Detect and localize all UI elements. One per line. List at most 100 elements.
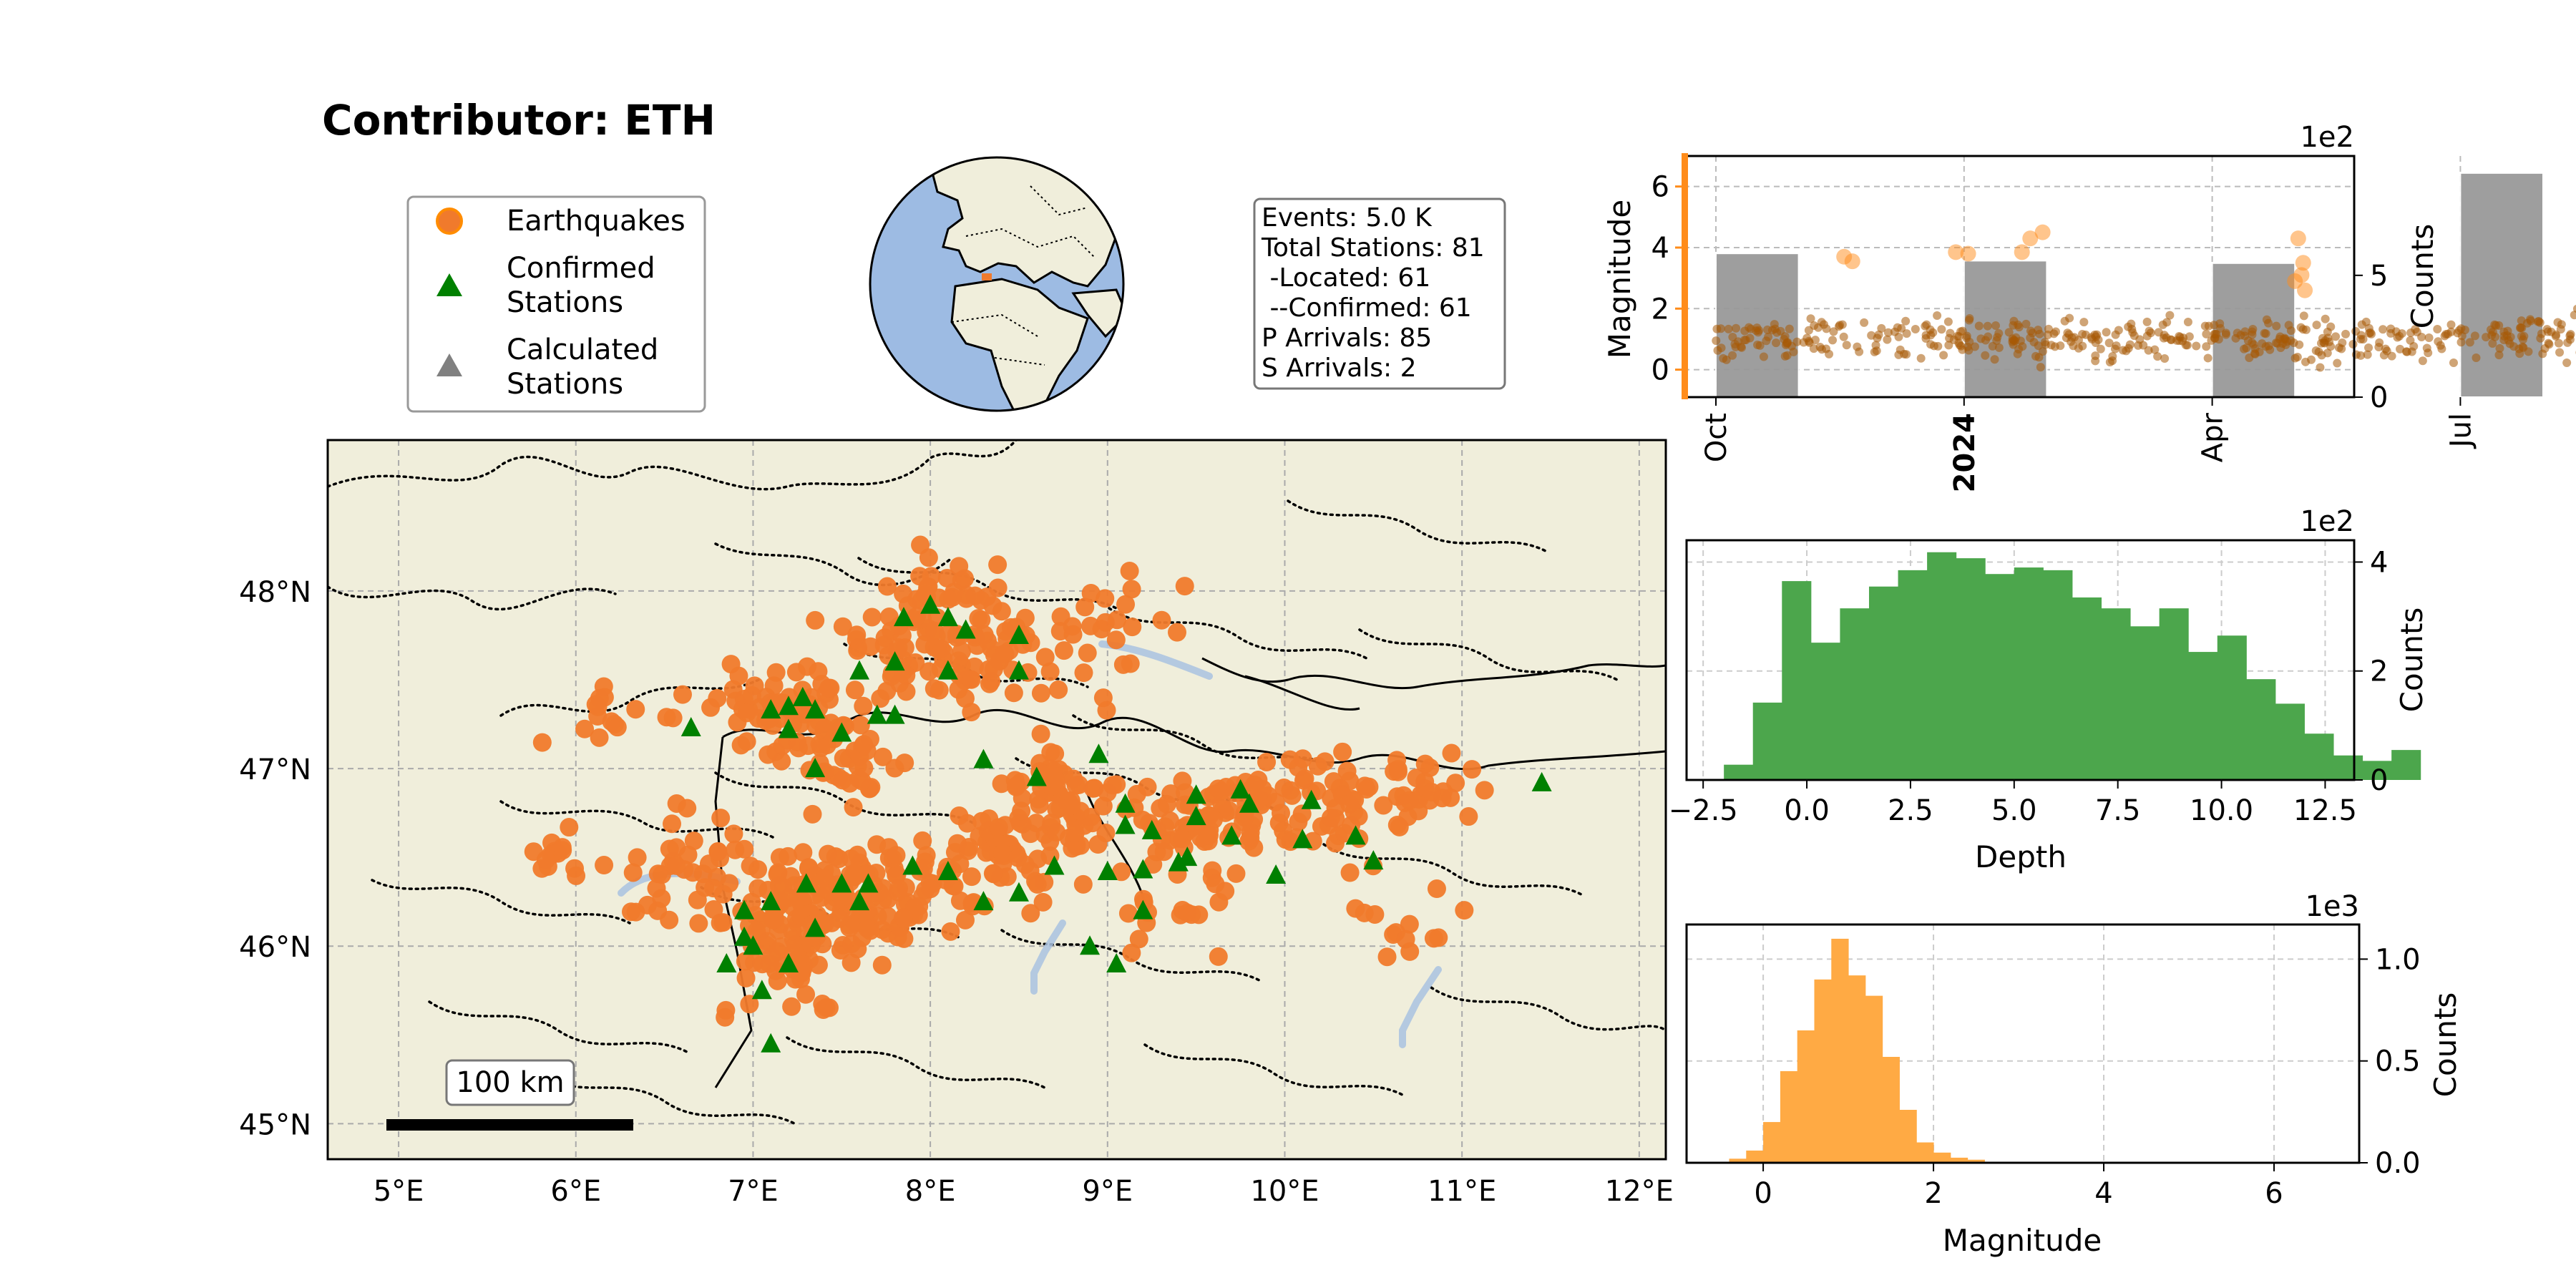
magnitude-histogram-bar <box>1763 1122 1781 1163</box>
earthquake-point <box>815 718 834 738</box>
timeline-magnitude-point <box>1732 323 1741 333</box>
timeline-magnitude-point <box>2348 339 2358 348</box>
earthquake-point <box>711 809 731 828</box>
depth-xlabel: Depth <box>1975 839 2067 874</box>
stat-total-stations: Total Stations: 81 <box>1261 233 1485 263</box>
stats-box: Events: 5.0 K Total Stations: 81 -Locate… <box>1253 197 1506 390</box>
timeline-magnitude-point <box>2555 348 2565 357</box>
confirmed-station-point <box>1008 882 1029 902</box>
map-x-tick-label: 11°E <box>1428 1175 1496 1208</box>
timeline-y2-tick-label: 0 <box>2370 381 2388 414</box>
timeline-magnitude-point <box>1877 323 1886 333</box>
timeline-magnitude-point <box>2004 328 2014 337</box>
timeline-magnitude-point <box>2364 343 2373 353</box>
earthquake-point <box>1289 812 1308 831</box>
timeline-magnitude-point <box>2231 333 2240 343</box>
timeline-magnitude-point <box>1991 321 2001 330</box>
timeline-magnitude-point <box>2041 340 2050 349</box>
earthquake-point <box>847 625 867 645</box>
confirmed-station-point <box>831 873 852 893</box>
earthquake-point <box>983 864 1002 883</box>
confirmed-station-point <box>937 861 958 880</box>
earthquake-point <box>1400 791 1419 810</box>
earthquake-point <box>1133 810 1152 829</box>
magnitude-histogram-bar <box>1814 979 1832 1163</box>
timeline-magnitude-point <box>1818 345 1827 354</box>
earthquake-point <box>1065 824 1085 843</box>
timeline-magnitude-point <box>2114 326 2123 335</box>
confirmed-station-point <box>792 686 813 706</box>
depth-histogram-bar <box>1868 586 1899 780</box>
timeline-magnitude-point <box>2128 328 2137 337</box>
confirmed-station-point <box>1531 771 1552 791</box>
confirmed-station-point <box>1080 935 1101 955</box>
earthquake-point <box>851 716 870 735</box>
earthquake-point <box>1063 625 1083 644</box>
timeline-magnitude-point <box>2472 353 2481 363</box>
earthquake-point <box>1182 905 1201 924</box>
earthquake-point <box>1459 807 1478 826</box>
magnitude-histogram-bar <box>1780 1070 1798 1163</box>
confirmed-station-point <box>761 891 781 911</box>
timeline-magnitude-point <box>2091 351 2100 361</box>
earthquake-point <box>1096 613 1115 632</box>
earthquake-point <box>1407 769 1426 788</box>
timeline-magnitude-point <box>2034 341 2043 351</box>
depth-histogram-bar <box>1840 608 1870 780</box>
earthquake-point <box>737 732 756 751</box>
timeline-magnitude-point <box>1937 325 1946 334</box>
timeline-magnitude-point <box>1722 355 1731 364</box>
earthquake-point <box>684 831 703 851</box>
depth-histogram-bar <box>1810 643 1840 780</box>
earthquake-point <box>1151 799 1170 818</box>
timeline-magnitude-point <box>2090 331 2099 340</box>
earthquake-point <box>1463 760 1482 779</box>
earthquake-point <box>638 895 657 914</box>
timeline-magnitude-point <box>1896 345 1905 354</box>
magnitude-x-tick-label: 0 <box>1754 1177 1772 1210</box>
timeline-magnitude-point <box>2166 335 2175 344</box>
confirmed-station-point <box>849 891 870 911</box>
timeline-magnitude-point <box>2321 314 2330 323</box>
earthquake-point <box>862 608 882 627</box>
timeline-magnitude-point <box>1716 324 1725 333</box>
depth-histogram-bar <box>2130 626 2160 780</box>
scale-bar-label-frame <box>445 1059 575 1106</box>
depth-histogram-bar <box>1956 558 1986 780</box>
timeline-x-tick-label: Jul <box>2444 413 2477 449</box>
earthquake-point <box>623 863 643 882</box>
earthquake-point <box>918 578 937 597</box>
timeline-magnitude-point <box>1916 353 1926 363</box>
earthquake-point <box>955 689 975 708</box>
timeline-magnitude-point <box>1962 333 1971 343</box>
timeline-magnitude-point <box>2492 321 2501 330</box>
stat-located: -Located: 61 <box>1262 263 1430 293</box>
earthquake-point <box>1390 817 1409 836</box>
earthquake-point <box>1335 824 1354 843</box>
timeline-magnitude-point <box>1780 332 1790 341</box>
magnitude-y-tick-label: 0.5 <box>2375 1045 2421 1078</box>
timeline-magnitude-point <box>2320 338 2329 348</box>
magnitude-histogram-bars <box>1712 938 2002 1163</box>
timeline-magnitude-point <box>1994 328 2004 338</box>
confirmed-station-point <box>751 980 772 1000</box>
earthquake-markers <box>524 535 1494 1027</box>
confirmed-station-point <box>734 926 755 946</box>
depth-histogram-bar <box>2159 608 2189 780</box>
timeline-magnitude-point <box>2470 331 2479 341</box>
timeline-magnitude-point <box>1817 318 1826 327</box>
timeline-magnitude-point <box>2356 335 2365 344</box>
earthquake-point <box>716 1008 735 1027</box>
earthquake-point <box>1293 749 1312 769</box>
earthquake-point <box>652 889 671 908</box>
earthquake-point <box>1234 812 1253 831</box>
earthquake-point <box>736 968 756 987</box>
timeline-magnitude-point <box>2366 328 2375 337</box>
earthquake-point <box>758 745 778 764</box>
depth-histogram-bar <box>2043 570 2073 780</box>
depth-histogram-bar <box>1724 764 1754 780</box>
map-x-tick-label: 12°E <box>1605 1175 1674 1208</box>
timeline-magnitude-point <box>2008 334 2017 343</box>
confirmed-station-point <box>1230 779 1251 799</box>
timeline-magnitude-point <box>2298 325 2308 334</box>
